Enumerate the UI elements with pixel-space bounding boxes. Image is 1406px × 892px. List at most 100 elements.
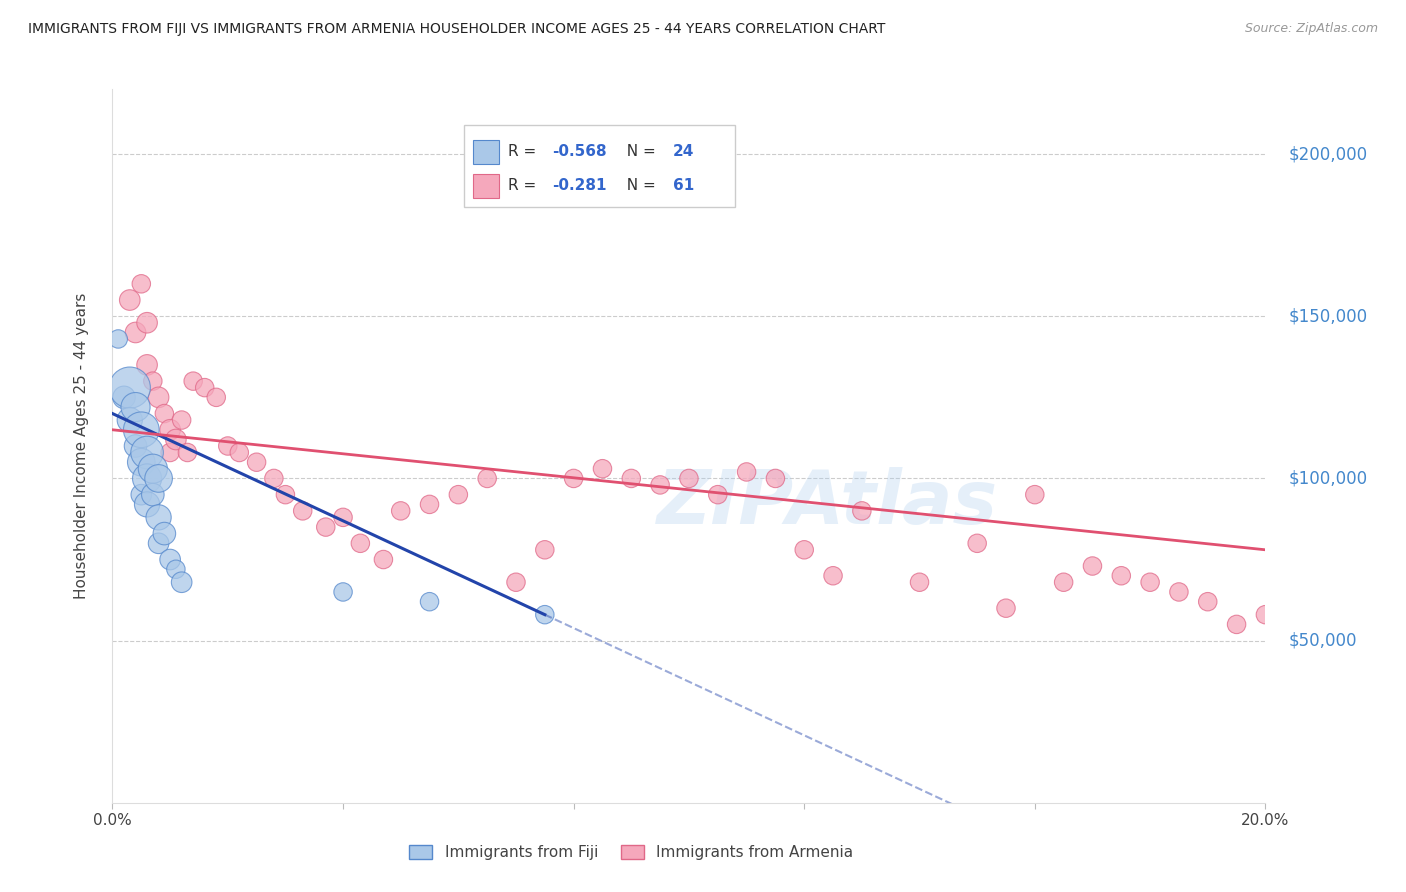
Text: ZIPAtlas: ZIPAtlas: [657, 467, 998, 540]
Point: [170, 575, 193, 590]
Point: [706, 488, 728, 502]
Point: [765, 471, 787, 485]
FancyBboxPatch shape: [474, 140, 499, 164]
Point: [194, 381, 217, 395]
Point: [1312, 552, 1334, 566]
Point: [1398, 601, 1406, 615]
Point: [124, 400, 146, 414]
Point: [1254, 607, 1277, 622]
Point: [1052, 575, 1074, 590]
Text: R =: R =: [508, 144, 541, 159]
Point: [153, 407, 176, 421]
Point: [124, 439, 146, 453]
Point: [129, 277, 153, 291]
Point: [620, 471, 643, 485]
Text: $150,000: $150,000: [1288, 307, 1368, 326]
Point: [678, 471, 700, 485]
Point: [124, 326, 146, 340]
Text: $50,000: $50,000: [1288, 632, 1357, 649]
Point: [966, 536, 988, 550]
Point: [170, 413, 193, 427]
Point: [332, 585, 354, 599]
Point: [821, 568, 844, 582]
Point: [205, 390, 228, 404]
Point: [1024, 488, 1046, 502]
Y-axis label: Householder Income Ages 25 - 44 years: Householder Income Ages 25 - 44 years: [75, 293, 89, 599]
Point: [793, 542, 815, 557]
Point: [129, 423, 153, 437]
Point: [148, 510, 170, 524]
Point: [1226, 617, 1249, 632]
Legend: Immigrants from Fiji, Immigrants from Armenia: Immigrants from Fiji, Immigrants from Ar…: [404, 839, 859, 866]
Point: [1369, 585, 1392, 599]
Point: [1111, 568, 1133, 582]
Point: [165, 562, 187, 576]
Point: [1197, 595, 1219, 609]
Text: -0.568: -0.568: [551, 144, 606, 159]
Point: [291, 504, 314, 518]
Point: [1341, 568, 1364, 582]
Point: [153, 526, 176, 541]
Point: [475, 471, 498, 485]
Point: [389, 504, 412, 518]
Point: [533, 542, 555, 557]
Point: [181, 374, 204, 388]
Point: [1139, 575, 1161, 590]
Text: 61: 61: [673, 178, 695, 193]
Point: [1081, 559, 1104, 574]
Point: [245, 455, 267, 469]
Text: 24: 24: [673, 144, 695, 159]
Text: N =: N =: [617, 144, 661, 159]
Point: [118, 293, 141, 307]
Point: [136, 471, 159, 485]
Point: [129, 488, 153, 502]
Point: [648, 478, 672, 492]
Text: $100,000: $100,000: [1288, 469, 1368, 487]
Point: [373, 552, 395, 566]
Point: [129, 455, 153, 469]
Point: [136, 497, 159, 511]
Text: Source: ZipAtlas.com: Source: ZipAtlas.com: [1244, 22, 1378, 36]
Point: [148, 390, 170, 404]
Point: [159, 445, 181, 459]
Point: [533, 607, 555, 622]
Point: [851, 504, 873, 518]
Point: [263, 471, 285, 485]
Point: [107, 332, 129, 346]
Point: [1167, 585, 1189, 599]
Point: [142, 461, 165, 475]
Point: [332, 510, 354, 524]
FancyBboxPatch shape: [464, 125, 735, 207]
Point: [274, 488, 297, 502]
Point: [592, 461, 614, 475]
Point: [148, 536, 170, 550]
Point: [419, 595, 441, 609]
Text: R =: R =: [508, 178, 541, 193]
Text: IMMIGRANTS FROM FIJI VS IMMIGRANTS FROM ARMENIA HOUSEHOLDER INCOME AGES 25 - 44 : IMMIGRANTS FROM FIJI VS IMMIGRANTS FROM …: [28, 22, 886, 37]
Point: [908, 575, 931, 590]
Point: [159, 423, 181, 437]
Point: [118, 381, 141, 395]
Point: [228, 445, 250, 459]
Point: [112, 390, 135, 404]
Point: [315, 520, 337, 534]
Point: [419, 497, 441, 511]
Text: N =: N =: [617, 178, 661, 193]
Point: [142, 374, 165, 388]
Text: $200,000: $200,000: [1288, 145, 1368, 163]
FancyBboxPatch shape: [474, 175, 499, 198]
Point: [505, 575, 527, 590]
Point: [562, 471, 585, 485]
Point: [159, 552, 181, 566]
Point: [217, 439, 239, 453]
Point: [148, 471, 170, 485]
Point: [447, 488, 470, 502]
Point: [995, 601, 1018, 615]
Point: [1282, 530, 1305, 544]
Point: [136, 316, 159, 330]
Point: [176, 445, 198, 459]
Point: [136, 445, 159, 459]
Point: [136, 358, 159, 372]
Text: -0.281: -0.281: [551, 178, 606, 193]
Point: [165, 433, 187, 447]
